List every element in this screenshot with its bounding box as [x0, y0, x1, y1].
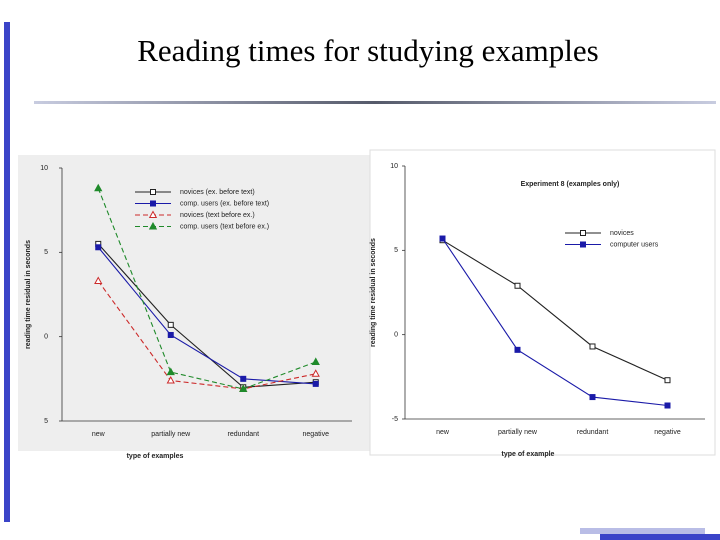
chart-title: Experiment 8 (examples only)	[521, 181, 620, 188]
chart-background	[369, 149, 716, 456]
legend-label: computer users	[610, 241, 659, 248]
marker	[166, 367, 175, 376]
x-tick-label: negative	[303, 431, 330, 438]
marker	[589, 343, 596, 350]
marker	[240, 375, 247, 382]
line	[97, 188, 316, 390]
marker	[311, 357, 320, 365]
legend-label: novices	[610, 230, 634, 237]
y-axis-label: reading time residual in seconds	[25, 240, 32, 349]
y-axis-label: reading time residual in seconds	[370, 238, 377, 347]
x-tick-label: new	[92, 431, 106, 438]
line	[97, 280, 316, 390]
chart-background	[18, 155, 372, 451]
x-tick-label: new	[436, 429, 450, 436]
line	[97, 243, 316, 388]
x-tick-label: redundant	[577, 429, 609, 436]
line	[442, 238, 668, 407]
y-tick-label: -5	[392, 416, 398, 423]
corner-bar	[600, 534, 720, 540]
x-tick-label: partially new	[151, 431, 191, 438]
marker	[312, 380, 319, 387]
marker	[239, 384, 248, 392]
corner-bar	[580, 528, 705, 534]
x-tick-label: redundant	[227, 431, 259, 438]
marker	[439, 235, 446, 242]
y-tick-label: 10	[390, 163, 398, 170]
marker	[94, 183, 103, 192]
y-tick-label: 5	[394, 247, 398, 254]
slide-title: Reading times for studying examples	[137, 33, 598, 68]
marker	[95, 244, 102, 251]
marker	[166, 375, 175, 384]
y-tick-label: 5	[44, 418, 48, 425]
marker	[94, 276, 103, 285]
x-axis-label: type of example	[502, 451, 555, 458]
title-rule	[34, 101, 716, 104]
marker	[664, 402, 671, 409]
legend-marker	[148, 221, 158, 230]
marker	[664, 377, 671, 384]
legend-marker	[148, 210, 158, 218]
x-axis-label: type of examples	[127, 453, 184, 460]
legend-label: comp. users (ex. before text)	[180, 200, 269, 207]
legend-marker	[580, 230, 586, 236]
legend-marker	[150, 189, 156, 195]
marker	[589, 394, 596, 401]
x-tick-label: negative	[654, 429, 681, 436]
line	[442, 239, 668, 381]
x-tick-label: partially new	[498, 429, 538, 436]
legend-marker	[150, 200, 156, 207]
marker	[167, 331, 174, 338]
y-tick-label: 10	[40, 165, 48, 172]
y-tick-label: 0	[44, 334, 48, 341]
legend-label: novices (text before ex.)	[180, 212, 255, 219]
legend-marker	[580, 241, 586, 248]
y-tick-label: 0	[394, 332, 398, 339]
side-bar	[4, 22, 10, 522]
marker	[514, 282, 521, 289]
marker	[514, 346, 521, 353]
legend-label: comp. users (text before ex.)	[180, 223, 269, 230]
legend-label: novices (ex. before text)	[180, 189, 255, 196]
y-tick-label: 5	[44, 249, 48, 256]
marker	[167, 321, 174, 328]
marker	[311, 369, 320, 377]
